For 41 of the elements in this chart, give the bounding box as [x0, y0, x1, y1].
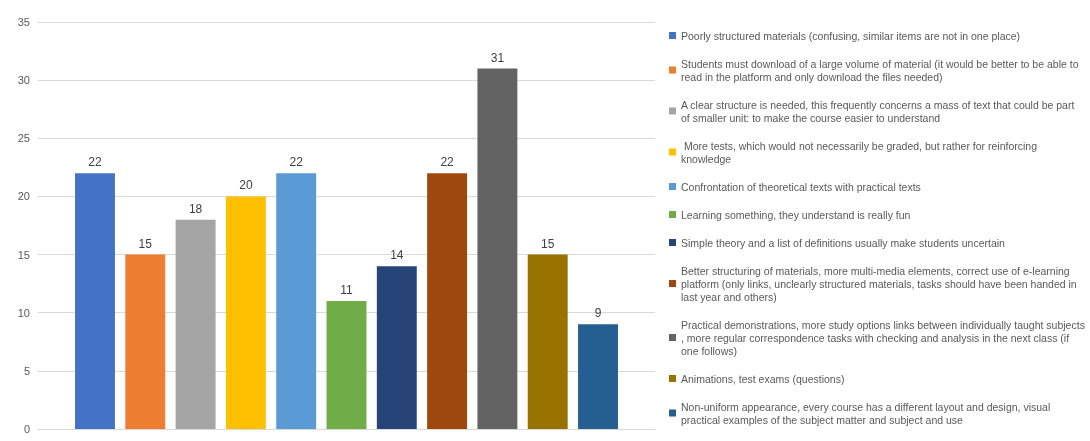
legend-label: Students must download of a large volume of material (it would be better to be able to read in the platform and only download the files needed)	[681, 57, 1082, 83]
y-tick-label: 25	[17, 132, 30, 145]
data-label: 22	[88, 155, 102, 170]
y-tick-label: 30	[17, 74, 30, 87]
y-tick-label: 5	[23, 364, 30, 377]
data-label: 14	[390, 248, 404, 263]
data-label: 31	[490, 50, 505, 65]
bar	[477, 68, 518, 429]
legend-label: Confrontation of theoretical texts with practical texts	[681, 180, 921, 193]
bar	[276, 173, 317, 429]
data-label: 18	[188, 201, 203, 216]
data-label: 22	[440, 155, 455, 170]
bar	[175, 219, 216, 429]
bar	[578, 324, 618, 429]
bar	[225, 196, 266, 429]
bar	[527, 254, 568, 429]
legend-label: Better structuring of materials, more multi-media elements, correct use of e-learning platform (only links, unclearly structured materials, tasks should have been handed in last year and others)	[681, 264, 1080, 303]
bar	[125, 254, 166, 429]
y-tick-label: 20	[17, 190, 30, 203]
data-label: 15	[541, 236, 555, 251]
y-tick-label: 10	[17, 306, 30, 319]
legend-label: Simple theory and a list of definitions usually make students uncertain	[681, 236, 1006, 249]
y-tick-label: 15	[17, 248, 30, 261]
bar	[427, 173, 468, 429]
data-label: 15	[138, 236, 153, 251]
legend-label: Learning something, they understand is really fun	[681, 208, 911, 221]
data-label: 11	[340, 283, 354, 298]
data-label: 20	[239, 178, 253, 193]
bar	[75, 173, 115, 429]
y-tick-label: 35	[17, 16, 30, 28]
legend-label: Animations, test exams (questions)	[681, 372, 845, 385]
bar	[326, 301, 367, 429]
bar	[376, 266, 417, 429]
legend-label: A clear structure is needed, this frequently concerns a mass of text that could be part of smaller unit: to make the course easier to understand	[681, 98, 1078, 124]
data-label: 9	[594, 306, 602, 321]
legend-label: More tests, which would not necessarily be graded, but rather for reinforcing knowledge	[681, 139, 1040, 165]
y-tick-label: 0	[23, 423, 30, 435]
legend-label: Practical demonstrations, more study options links between individually taught subjects, more regular correspondence tasks with checking and analysis in the next class (if one follows)	[681, 318, 1085, 357]
legend-label: Non-uniform appearance, every course has a different layout and design, visual practical examples of the subject matter and subject and use	[681, 400, 1054, 426]
data-label: 22	[289, 155, 304, 170]
legend-label: Poorly structured materials (confusing, similar items are not in one place)	[681, 29, 1021, 42]
